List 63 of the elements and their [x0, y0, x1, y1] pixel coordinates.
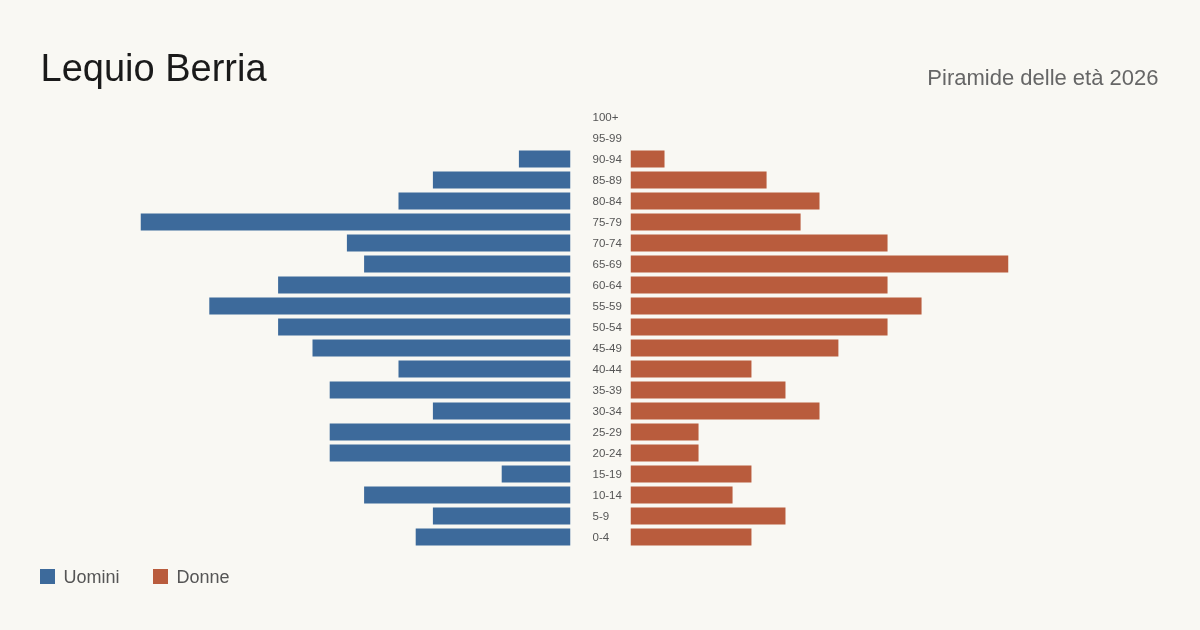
legend-label: Donne [176, 566, 230, 587]
bar [398, 360, 571, 378]
bar [630, 360, 752, 378]
y-tick-label: 60-64 [592, 279, 623, 291]
y-tick-label: 25-29 [592, 426, 622, 438]
bar [140, 213, 571, 231]
bar [278, 318, 571, 336]
bar [630, 318, 888, 336]
y-tick-label: 40-44 [592, 363, 623, 375]
bar [346, 234, 571, 252]
bar [630, 297, 922, 315]
bar [630, 276, 888, 294]
y-tick-label: 65-69 [592, 258, 622, 270]
bar [630, 171, 767, 189]
y-tick-label: 0-4 [592, 531, 610, 543]
y-tick-label: 10-14 [592, 489, 623, 501]
legend-label: Uomini [63, 566, 120, 587]
y-tick-label: 100+ [592, 111, 619, 123]
y-tick-label: 95-99 [592, 132, 622, 144]
y-tick-label: 70-74 [592, 237, 623, 249]
y-tick-label: 85-89 [592, 174, 622, 186]
y-tick-label: 50-54 [592, 321, 623, 333]
bar [364, 486, 571, 504]
y-tick-label: 35-39 [592, 384, 622, 396]
y-tick-label: 75-79 [592, 216, 622, 228]
bar [630, 465, 752, 483]
bar [278, 276, 571, 294]
y-tick-label: 5-9 [592, 510, 610, 522]
bar [312, 339, 571, 357]
bar [329, 381, 571, 399]
bar [501, 465, 571, 483]
bar [630, 381, 786, 399]
bar [329, 423, 571, 441]
bar [630, 213, 801, 231]
bar [630, 423, 699, 441]
bar [518, 150, 571, 168]
chart-title: Lequio Berria [40, 46, 268, 89]
bar [630, 402, 820, 420]
chart-subtitle: Piramide delle età 2026 [927, 65, 1159, 90]
bar [630, 255, 1009, 273]
y-tick-label: 55-59 [592, 300, 622, 312]
y-tick-label: 20-24 [592, 447, 623, 459]
bar [415, 528, 571, 546]
y-tick-label: 80-84 [592, 195, 623, 207]
y-tick-label: 15-19 [592, 468, 622, 480]
bar [432, 171, 571, 189]
bar [364, 255, 571, 273]
bar [630, 528, 752, 546]
bar [630, 192, 820, 210]
bar [432, 402, 571, 420]
bar [630, 234, 888, 252]
bar [329, 444, 571, 462]
bar [398, 192, 571, 210]
bar [432, 507, 571, 525]
bar [630, 486, 733, 504]
y-tick-label: 90-94 [592, 153, 623, 165]
bar [209, 297, 571, 315]
bar [630, 444, 699, 462]
bar [630, 339, 839, 357]
y-tick-label: 30-34 [592, 405, 623, 417]
bar [630, 507, 786, 525]
y-tick-label: 45-49 [592, 342, 622, 354]
bar [630, 150, 665, 168]
